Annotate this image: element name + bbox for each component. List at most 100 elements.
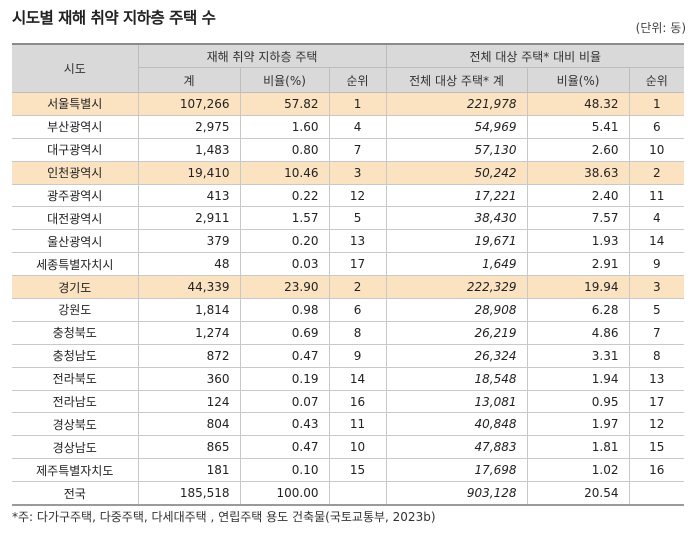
ratio2-cell: 6.28 [527, 298, 630, 322]
table-row: 충청북도 1,274 0.69 8 26,219 4.86 7 [12, 321, 685, 345]
ratio-cell: 1.60 [240, 115, 330, 139]
count-cell: 185,518 [138, 481, 241, 507]
table-row: 세종특별자치시 48 0.03 17 1,649 2.91 9 [12, 252, 685, 277]
ratio2-cell: 7.57 [527, 206, 630, 231]
rank2-cell: 2 [629, 161, 685, 185]
rank-cell: 2 [329, 275, 387, 300]
count-cell: 107,266 [138, 92, 241, 116]
table-body: 서울특별시 107,266 57.82 1 221,978 48.32 1 부산광역시 2,97… [12, 92, 685, 507]
table-row: 인천광역시 19,410 10.46 3 50,242 38.63 2 [12, 161, 685, 185]
ratio2-cell: 19.94 [527, 275, 630, 300]
rank2-cell: 13 [629, 367, 685, 391]
ratio-cell: 0.20 [240, 229, 330, 254]
total-target-cell: 50,242 [386, 161, 528, 185]
region-cell: 전라북도 [12, 367, 139, 391]
ratio2-cell: 2.91 [527, 252, 630, 277]
ratio2-cell: 1.94 [527, 367, 630, 391]
rank-cell: 12 [329, 184, 387, 208]
rank-cell: 10 [329, 435, 387, 460]
rank-cell [329, 481, 387, 507]
region-cell: 강원도 [12, 298, 139, 322]
ratio2-cell: 1.97 [527, 412, 630, 437]
rank2-cell: 9 [629, 252, 685, 277]
total-target-cell: 13,081 [386, 390, 528, 414]
header-group-ratio: 전체 대상 주택* 대비 비율 [385, 44, 685, 68]
total-target-cell: 221,978 [386, 92, 528, 116]
ratio-cell: 0.47 [240, 435, 330, 460]
table-row: 대구광역시 1,483 0.80 7 57,130 2.60 10 [12, 138, 685, 162]
table-row: 경상북도 804 0.43 11 40,848 1.97 12 [12, 412, 685, 437]
ratio-cell: 100.00 [240, 481, 330, 507]
header-ratio2: 비율(%) [526, 67, 630, 93]
ratio2-cell: 3.31 [527, 344, 630, 368]
ratio2-cell: 1.93 [527, 229, 630, 254]
page-title: 시도별 재해 취약 지하층 주택 수 [12, 9, 216, 27]
rank-cell: 8 [329, 321, 387, 345]
count-cell: 44,339 [138, 275, 241, 300]
region-cell: 제주특별자치도 [12, 458, 139, 483]
total-target-cell: 54,969 [386, 115, 528, 139]
ratio-cell: 0.80 [240, 138, 330, 162]
header-group-vulnerable: 재해 취약 지하층 주택 [137, 44, 387, 68]
header-rank: 순위 [328, 67, 387, 93]
ratio2-cell: 5.41 [527, 115, 630, 139]
region-cell: 서울특별시 [12, 92, 139, 116]
rank-cell: 15 [329, 458, 387, 483]
table-row: 제주특별자치도 181 0.10 15 17,698 1.02 16 [12, 458, 685, 483]
unit-label: (단위: 동) [635, 21, 686, 35]
region-cell: 경기도 [12, 275, 139, 300]
rank2-cell: 10 [629, 138, 685, 162]
total-target-cell: 26,324 [386, 344, 528, 368]
table-row: 경상남도 865 0.47 10 47,883 1.81 15 [12, 435, 685, 460]
ratio-cell: 0.69 [240, 321, 330, 345]
rank2-cell: 4 [629, 206, 685, 231]
table-row: 전라남도 124 0.07 16 13,081 0.95 17 [12, 390, 685, 414]
rank2-cell: 17 [629, 390, 685, 414]
rank2-cell: 8 [629, 344, 685, 368]
region-cell: 대구광역시 [12, 138, 139, 162]
count-cell: 872 [138, 344, 241, 368]
table-row: 대전광역시 2,911 1.57 5 38,430 7.57 4 [12, 206, 685, 231]
table-row: 울산광역시 379 0.20 13 19,671 1.93 14 [12, 229, 685, 254]
total-target-cell: 18,548 [386, 367, 528, 391]
ratio2-cell: 48.32 [527, 92, 630, 116]
ratio-cell: 1.57 [240, 206, 330, 231]
region-cell: 충청남도 [12, 344, 139, 368]
footnote: *주: 다가구주택, 다중주택, 다세대주택 , 연립주택 용도 건축물(국토교… [12, 510, 436, 524]
ratio2-cell: 2.40 [527, 184, 630, 208]
region-cell: 경상북도 [12, 412, 139, 437]
table-row: 경기도 44,339 23.90 2 222,329 19.94 3 [12, 275, 685, 300]
header-region: 시도 [12, 44, 139, 93]
ratio-cell: 57.82 [240, 92, 330, 116]
rank2-cell: 14 [629, 229, 685, 254]
ratio-cell: 0.43 [240, 412, 330, 437]
count-cell: 2,975 [138, 115, 241, 139]
region-cell: 울산광역시 [12, 229, 139, 254]
rank2-cell [629, 481, 685, 507]
rank-cell: 4 [329, 115, 387, 139]
count-cell: 2,911 [138, 206, 241, 231]
ratio-cell: 0.19 [240, 367, 330, 391]
rank-cell: 7 [329, 138, 387, 162]
count-cell: 1,814 [138, 298, 241, 322]
rank-cell: 17 [329, 252, 387, 277]
total-target-cell: 19,671 [386, 229, 528, 254]
count-cell: 379 [138, 229, 241, 254]
ratio2-cell: 2.60 [527, 138, 630, 162]
total-target-cell: 28,908 [386, 298, 528, 322]
ratio2-cell: 1.02 [527, 458, 630, 483]
table-row: 충청남도 872 0.47 9 26,324 3.31 8 [12, 344, 685, 368]
ratio2-cell: 38.63 [527, 161, 630, 185]
rank2-cell: 15 [629, 435, 685, 460]
ratio-cell: 0.03 [240, 252, 330, 277]
count-cell: 413 [138, 184, 241, 208]
header-rank2: 순위 [628, 67, 685, 93]
rank-cell: 9 [329, 344, 387, 368]
rank-cell: 3 [329, 161, 387, 185]
rank2-cell: 12 [629, 412, 685, 437]
data-table: 시도 재해 취약 지하층 주택 전체 대상 주택* 대비 비율 계 비율(%) … [12, 43, 685, 507]
table-row: 부산광역시 2,975 1.60 4 54,969 5.41 6 [12, 115, 685, 139]
total-target-cell: 1,649 [386, 252, 528, 277]
region-cell: 세종특별자치시 [12, 252, 139, 277]
total-target-cell: 38,430 [386, 206, 528, 231]
